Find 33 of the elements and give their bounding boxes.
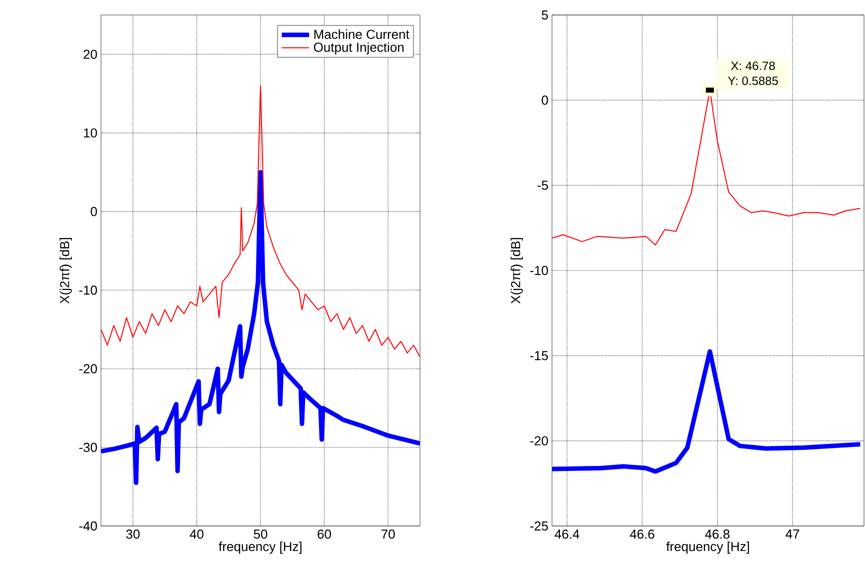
- y-tick-label: -20: [530, 436, 548, 446]
- x-tick-label: 70: [382, 530, 395, 539]
- x-tick-label: 50: [254, 530, 268, 539]
- y-tick-label: 10: [84, 128, 97, 138]
- y-tick-label: -10: [79, 286, 97, 295]
- annotation: X: 46.78: [731, 62, 775, 70]
- y-tick-label: 0: [542, 96, 548, 105]
- x-tick-label: 60: [318, 530, 332, 539]
- line-series: [552, 349, 862, 474]
- x-axis-title: frequency [Hz]: [218, 542, 302, 554]
- y-tick-label: -25: [530, 521, 548, 531]
- y-tick-label: 0: [90, 206, 97, 216]
- y-tick-label: -30: [79, 442, 97, 452]
- y-tick-label: -15: [530, 351, 548, 360]
- legend-label: Output Injection: [314, 42, 404, 54]
- x-tick-label: 46.6: [630, 530, 654, 539]
- x-tick-label: 40: [190, 530, 204, 539]
- y-axis-title: X(j2πf) [dB]: [60, 238, 72, 304]
- x-axis-title: frequency [Hz]: [666, 542, 749, 554]
- y-tick-label: -20: [79, 364, 97, 374]
- line-series: [101, 170, 420, 486]
- legend-label: Machine Current: [314, 29, 410, 39]
- y-tick-label: 5: [542, 10, 548, 20]
- y-tick-label: -10: [530, 266, 548, 276]
- annotation: Y: 0.5885: [728, 76, 778, 86]
- y-tick-label: 20: [84, 50, 97, 59]
- x-tick-label: 46.8: [705, 530, 730, 539]
- y-axis-title: X(j2πf) [dB]: [510, 238, 523, 304]
- y-tick-label: -5: [537, 180, 548, 190]
- x-tick-label: 46.4: [554, 530, 580, 539]
- x-tick-label: 30: [126, 530, 140, 539]
- y-tick-label: -40: [79, 521, 97, 531]
- x-tick-label: 47: [786, 530, 800, 538]
